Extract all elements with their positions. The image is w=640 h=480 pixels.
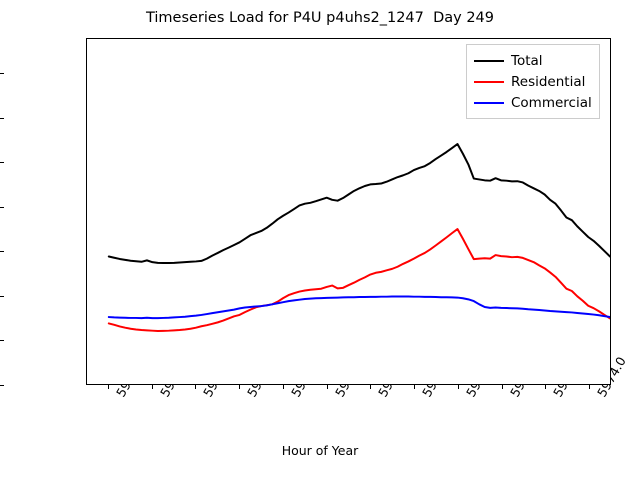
x-tick-mark [151,385,153,389]
x-tick-mark [239,385,241,389]
plot-lines [107,143,610,333]
legend-label: Total [511,52,543,69]
x-tick-mark [195,385,197,389]
x-tick-label: 5952.0 [113,354,148,399]
y-tick-mark [0,251,4,253]
legend-item-residential: Residential [474,71,592,92]
y-tick-mark [0,162,4,164]
x-tick-mark [589,385,591,389]
y-tick-mark [0,73,4,75]
x-tick-label: 5970.0 [507,354,542,399]
chart-legend: Total Residential Commercial [466,44,600,119]
x-tick-mark [282,385,284,389]
legend-item-commercial: Commercial [474,92,592,113]
legend-label: Commercial [511,94,592,111]
series-line-residential [107,228,610,333]
legend-swatch-commercial [474,101,504,104]
chart-title: Timeseries Load for P4U p4uhs2_1247 Day … [145,10,495,26]
x-tick-mark [457,385,459,389]
x-tick-label: 5954.0 [157,354,192,399]
series-line-total [107,143,610,265]
x-tick-label: 5972.0 [550,354,585,399]
x-tick-mark [501,385,503,389]
y-tick-mark [0,117,4,119]
x-tick-label: 5968.0 [463,354,498,399]
x-tick-label: 5974.0 [594,354,629,400]
x-tick-label: 5960.0 [288,354,323,399]
x-tick-label: 5958.0 [244,354,279,399]
legend-label: Residential [511,73,586,90]
legend-swatch-total [474,59,504,62]
y-tick-mark [0,385,4,386]
x-tick-label: 5956.0 [200,354,235,399]
y-tick-mark [0,206,4,208]
x-tick-label: 5966.0 [419,354,454,399]
x-tick-mark [326,385,328,389]
x-tick-mark [414,385,416,389]
x-tick-mark [545,385,547,389]
x-tick-label: 5964.0 [375,354,410,399]
x-axis-label: Hour of Year [281,443,359,458]
x-tick-mark [370,385,372,389]
x-tick-mark [107,385,109,389]
x-tick-label: 5962.0 [332,354,367,399]
series-line-commercial [107,295,610,320]
legend-swatch-residential [474,80,504,83]
y-tick-mark [0,295,4,297]
legend-item-total: Total [474,50,592,71]
y-tick-mark [0,340,4,342]
